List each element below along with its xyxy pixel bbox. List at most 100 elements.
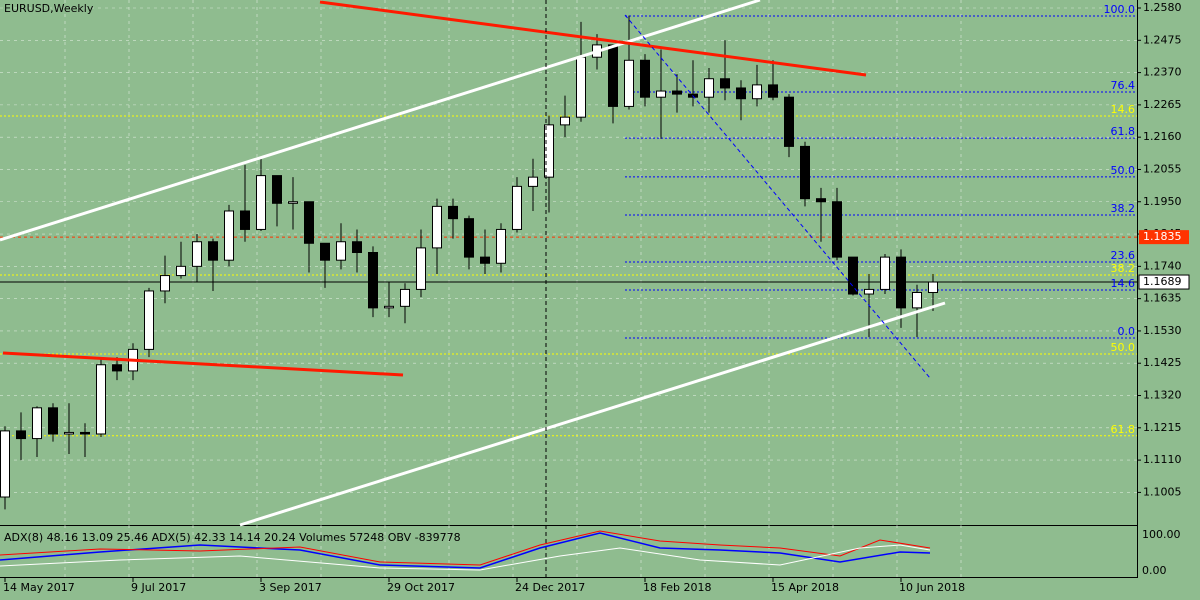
candle-body: [656, 90, 666, 98]
candle-body: [464, 218, 474, 258]
y-tick-label: 1.1110: [1143, 453, 1182, 466]
candle-body: [752, 84, 762, 100]
candle-body: [816, 198, 826, 203]
candle-body: [224, 210, 234, 261]
candle-body: [32, 407, 42, 440]
y-tick-label: 1.2580: [1143, 1, 1182, 14]
candle-body: [704, 78, 714, 98]
candle-body: [528, 176, 538, 187]
adx-minus-di: [0, 544, 931, 571]
candle-body: [336, 241, 346, 261]
x-tick-label: 10 Jun 2018: [899, 581, 965, 594]
candle-body: [768, 84, 778, 98]
candle-body: [0, 430, 10, 498]
candle-body: [640, 59, 650, 98]
x-tick-label: 15 Apr 2018: [771, 581, 839, 594]
fib-label: 14.6: [1111, 103, 1136, 116]
panel-tick-label: 0.00: [1142, 564, 1167, 577]
price-label-box: [1139, 230, 1189, 245]
candle-body: [304, 201, 314, 244]
candle-body: [736, 87, 746, 100]
candle-body: [608, 44, 618, 107]
candle-body: [864, 288, 874, 295]
x-tick-label: 24 Dec 2017: [515, 581, 585, 594]
y-tick-label: 1.1215: [1143, 421, 1182, 434]
y-tick-label: 1.1635: [1143, 292, 1182, 305]
fib-label: 23.6: [1111, 249, 1136, 262]
fib-label: 38.2: [1111, 202, 1136, 215]
adx-line: [0, 532, 931, 569]
candle-body: [560, 116, 570, 126]
y-tick-label: 1.2265: [1143, 98, 1182, 111]
x-tick-label: 3 Sep 2017: [259, 581, 322, 594]
candle-body: [96, 364, 106, 435]
candle-body: [848, 256, 858, 295]
candle-body: [240, 210, 250, 230]
candle-body: [912, 291, 922, 309]
y-tick-label: 1.1320: [1143, 389, 1182, 402]
candle-body: [384, 305, 394, 309]
trendline-red: [319, 0, 867, 77]
candle-body: [320, 242, 330, 261]
candle-body: [160, 275, 170, 292]
y-tick-label: 1.2160: [1143, 130, 1182, 143]
candle-body: [480, 256, 490, 264]
candle-body: [400, 288, 410, 307]
candle-body: [288, 201, 298, 204]
y-tick-label: 1.2475: [1143, 33, 1182, 46]
candle-body: [800, 145, 810, 200]
channel-lower: [239, 301, 946, 527]
y-tick-label: 1.1530: [1143, 324, 1182, 337]
fib-label: 38.2: [1111, 262, 1136, 275]
candle-body: [416, 247, 426, 290]
candle-body: [368, 252, 378, 309]
fib-label: 76.4: [1111, 79, 1136, 92]
candle-body: [576, 56, 586, 118]
x-tick-label: 14 May 2017: [3, 581, 75, 594]
x-tick-label: 29 Oct 2017: [387, 581, 455, 594]
panel-tick-label: 100.00: [1142, 528, 1181, 541]
price-label: 1.1835: [1143, 230, 1182, 243]
trendline-red: [2, 351, 404, 377]
fib-label: 100.0: [1104, 3, 1136, 16]
fib-label: 61.8: [1111, 423, 1136, 436]
fib-diagonal: [624, 14, 931, 379]
fib-label: 50.0: [1111, 341, 1136, 354]
candle-body: [448, 205, 458, 220]
fib-label: 50.0: [1111, 164, 1136, 177]
candle-body: [832, 201, 842, 258]
price-label: 1.1689: [1143, 275, 1182, 288]
candle-body: [256, 175, 266, 230]
fib-label: 61.8: [1111, 125, 1136, 138]
candle-body: [208, 241, 218, 261]
fib-label: 0.0: [1118, 325, 1136, 338]
candle-body: [496, 228, 506, 264]
candle-body: [720, 78, 730, 89]
candle-body: [880, 256, 890, 290]
y-tick-label: 1.1950: [1143, 195, 1182, 208]
candle-body: [112, 364, 122, 372]
x-tick-label: 18 Feb 2018: [643, 581, 711, 594]
y-tick-label: 1.1425: [1143, 356, 1182, 369]
candle-body: [48, 407, 58, 435]
channel-upper: [0, 0, 761, 242]
candle-body: [272, 175, 282, 204]
candle-body: [784, 96, 794, 147]
candle-body: [624, 59, 634, 107]
candle-body: [512, 185, 522, 230]
candle-body: [64, 431, 74, 435]
indicator-text: ADX(8) 48.16 13.09 25.46 ADX(5) 42.33 14…: [4, 531, 461, 544]
candle-body: [896, 256, 906, 309]
candle-body: [176, 265, 186, 277]
candle-body: [928, 281, 938, 293]
y-tick-label: 1.2370: [1143, 66, 1182, 79]
candle-body: [672, 90, 682, 95]
y-tick-label: 1.2055: [1143, 162, 1182, 175]
candle-body: [144, 290, 154, 350]
candle-body: [544, 124, 554, 178]
x-tick-label: 9 Jul 2017: [131, 581, 186, 594]
chart-title: EURUSD,Weekly: [4, 2, 94, 15]
candle-body: [192, 241, 202, 267]
